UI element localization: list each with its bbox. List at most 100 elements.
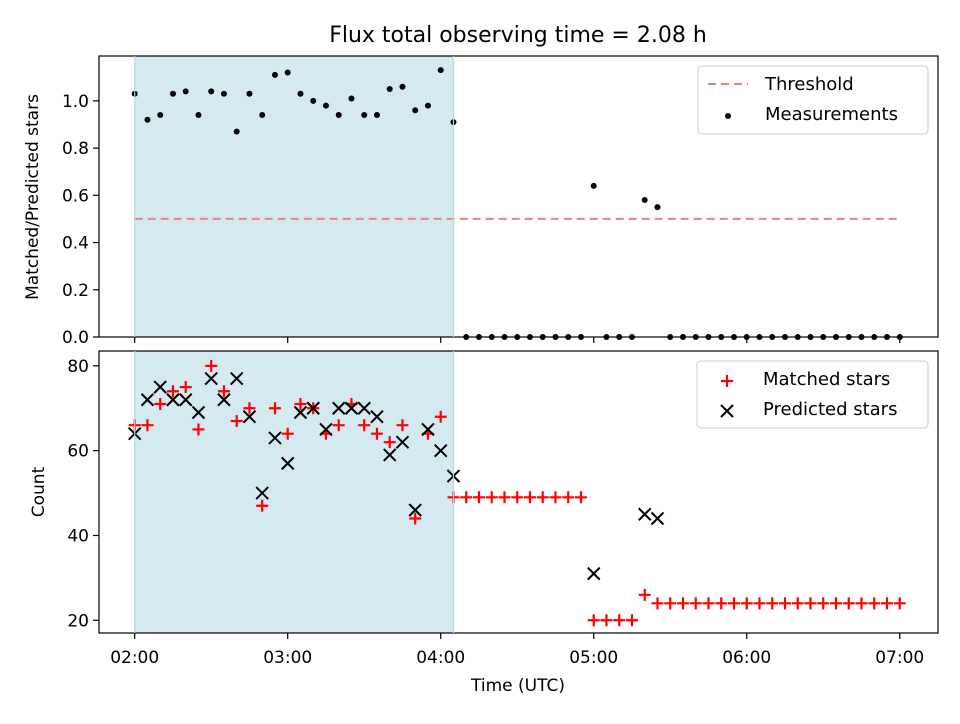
predicted-star-point xyxy=(434,443,448,458)
predicted-star-point xyxy=(306,401,320,415)
measurement-point xyxy=(208,88,215,95)
matched-star-point xyxy=(893,597,906,610)
predicted-star-point xyxy=(332,401,346,415)
matched-star-point xyxy=(664,597,677,610)
bottom-legend-box xyxy=(696,360,929,429)
matched-star-point xyxy=(141,419,154,432)
matched-star-point xyxy=(383,436,396,449)
measurement-point xyxy=(259,112,266,119)
matched-star-point xyxy=(880,597,893,610)
predicted-star-point xyxy=(281,456,295,471)
matched-star-point xyxy=(727,597,740,610)
predicted-star-point xyxy=(638,507,652,521)
predicted-star-point xyxy=(408,503,422,517)
matched-star-point xyxy=(651,597,664,610)
measurement-point xyxy=(424,102,431,109)
matched-star-point xyxy=(638,588,651,601)
measurement-point xyxy=(361,112,368,119)
matched-star-point xyxy=(753,597,766,610)
y-tick-label: 0.6 xyxy=(62,186,89,206)
legend-predicted-label: Predicted stars xyxy=(763,399,897,420)
top-y-axis-label: Matched/Predicted stars xyxy=(23,94,43,300)
measurement-point xyxy=(386,86,393,93)
matched-star-point xyxy=(166,385,179,398)
x-tick-label: 07:00 xyxy=(875,648,924,668)
y-tick-label: 40 xyxy=(67,526,89,546)
predicted-star-point xyxy=(587,566,601,581)
top-y-axis-ticks: 0.0 0.2 0.4 0.6 0.8 1.0 xyxy=(62,92,99,348)
matched-star-point xyxy=(192,423,205,436)
y-tick-label: 0.0 xyxy=(62,328,89,348)
x-tick-label: 05:00 xyxy=(569,648,618,668)
matched-star-point xyxy=(472,491,485,504)
matched-star-point xyxy=(804,597,817,610)
predicted-star-point xyxy=(383,448,397,462)
measurement-point xyxy=(641,197,648,204)
matched-star-point xyxy=(689,597,702,610)
matched-star-point xyxy=(485,491,498,504)
top-plot-frame xyxy=(98,55,939,338)
legend-matched-swatch xyxy=(721,375,733,387)
matched-star-point xyxy=(702,597,715,610)
predicted-stars-points xyxy=(127,371,665,581)
legend-measurements-swatch xyxy=(725,113,731,119)
matched-star-point xyxy=(230,414,243,427)
matched-star-point xyxy=(829,597,842,610)
measurement-point xyxy=(182,88,189,95)
matched-star-point xyxy=(676,597,689,610)
matched-star-point xyxy=(409,512,422,525)
matched-star-point xyxy=(281,427,294,440)
predicted-star-point xyxy=(395,435,410,449)
matched-star-point xyxy=(358,419,371,432)
measurement-point xyxy=(169,90,176,97)
matched-star-point xyxy=(217,385,230,398)
matched-star-point xyxy=(523,491,536,504)
measurement-point xyxy=(233,128,240,135)
y-tick-label: 20 xyxy=(67,611,89,631)
bottom-shaded-region xyxy=(134,351,454,633)
matched-star-point xyxy=(778,597,791,610)
bottom-x-axis-ticks: 02:00 03:00 04:00 05:00 06:00 07:00 xyxy=(110,633,924,668)
matched-star-point xyxy=(613,614,626,627)
predicted-star-point xyxy=(242,410,257,424)
matched-star-point xyxy=(511,491,524,504)
x-tick-label: 04:00 xyxy=(416,648,465,668)
matched-star-point xyxy=(791,597,804,610)
measurement-point xyxy=(310,97,317,104)
predicted-star-point xyxy=(166,393,180,407)
top-panel: Flux total observing time = 2.08 h 0.00.… xyxy=(23,23,939,348)
predicted-star-point xyxy=(204,371,218,386)
measurement-point xyxy=(412,107,419,114)
bottom-y-axis-ticks: 20 40 60 80 xyxy=(67,357,99,631)
y-tick-label: 0.8 xyxy=(62,139,89,159)
y-tick-label: 0.4 xyxy=(62,234,89,254)
matched-star-point xyxy=(370,427,383,440)
measurement-point xyxy=(297,90,304,97)
measurement-point xyxy=(246,90,253,97)
matched-star-point xyxy=(205,359,218,372)
matched-star-point xyxy=(587,614,600,627)
matched-star-point xyxy=(243,402,256,415)
predicted-star-point xyxy=(217,393,231,407)
predicted-star-point xyxy=(255,486,269,500)
matched-star-point xyxy=(154,398,167,411)
top-shaded-region xyxy=(134,56,454,337)
measurement-point xyxy=(157,112,164,119)
legend-measurements-label: Measurements xyxy=(765,104,898,125)
y-tick-label: 0.2 xyxy=(62,281,89,301)
measurement-point xyxy=(322,102,329,109)
matched-star-point xyxy=(396,419,409,432)
x-axis-label: Time (UTC) xyxy=(470,676,565,696)
bottom-legend: Matched stars Predicted stars xyxy=(696,360,929,429)
matched-star-point xyxy=(600,614,613,627)
x-tick-label: 06:00 xyxy=(722,648,771,668)
measurement-point xyxy=(195,112,202,119)
legend-matched-label: Matched stars xyxy=(763,369,890,390)
measurement-point xyxy=(373,112,380,119)
y-tick-label: 1.0 xyxy=(62,92,89,112)
predicted-star-point xyxy=(140,393,155,407)
matched-star-point xyxy=(434,410,447,423)
predicted-star-point xyxy=(268,431,282,445)
